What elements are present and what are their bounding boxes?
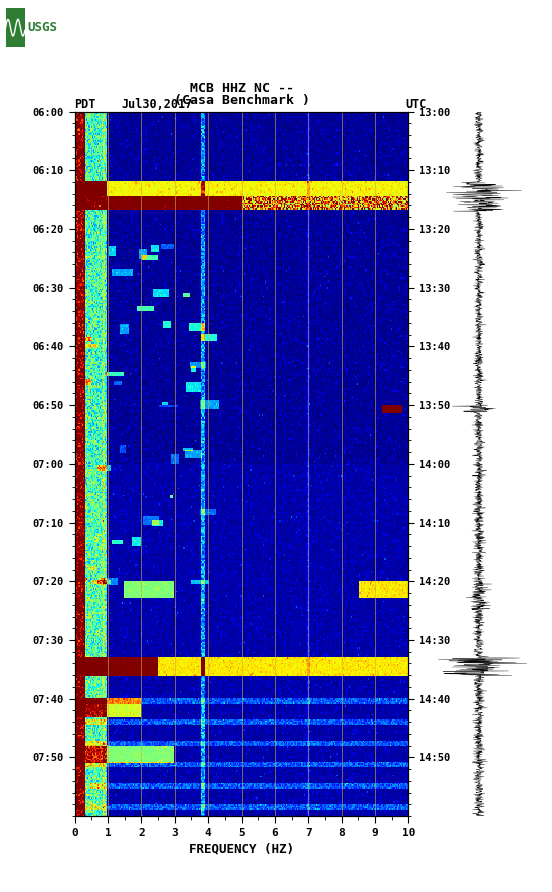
- Text: MCB HHZ NC --: MCB HHZ NC --: [189, 81, 294, 95]
- Text: (Casa Benchmark ): (Casa Benchmark ): [173, 94, 310, 107]
- Text: USGS: USGS: [28, 21, 57, 34]
- FancyBboxPatch shape: [6, 8, 25, 47]
- Text: UTC: UTC: [406, 98, 427, 112]
- Text: Jul30,2017: Jul30,2017: [121, 98, 193, 112]
- Text: PDT: PDT: [75, 98, 96, 112]
- X-axis label: FREQUENCY (HZ): FREQUENCY (HZ): [189, 842, 294, 855]
